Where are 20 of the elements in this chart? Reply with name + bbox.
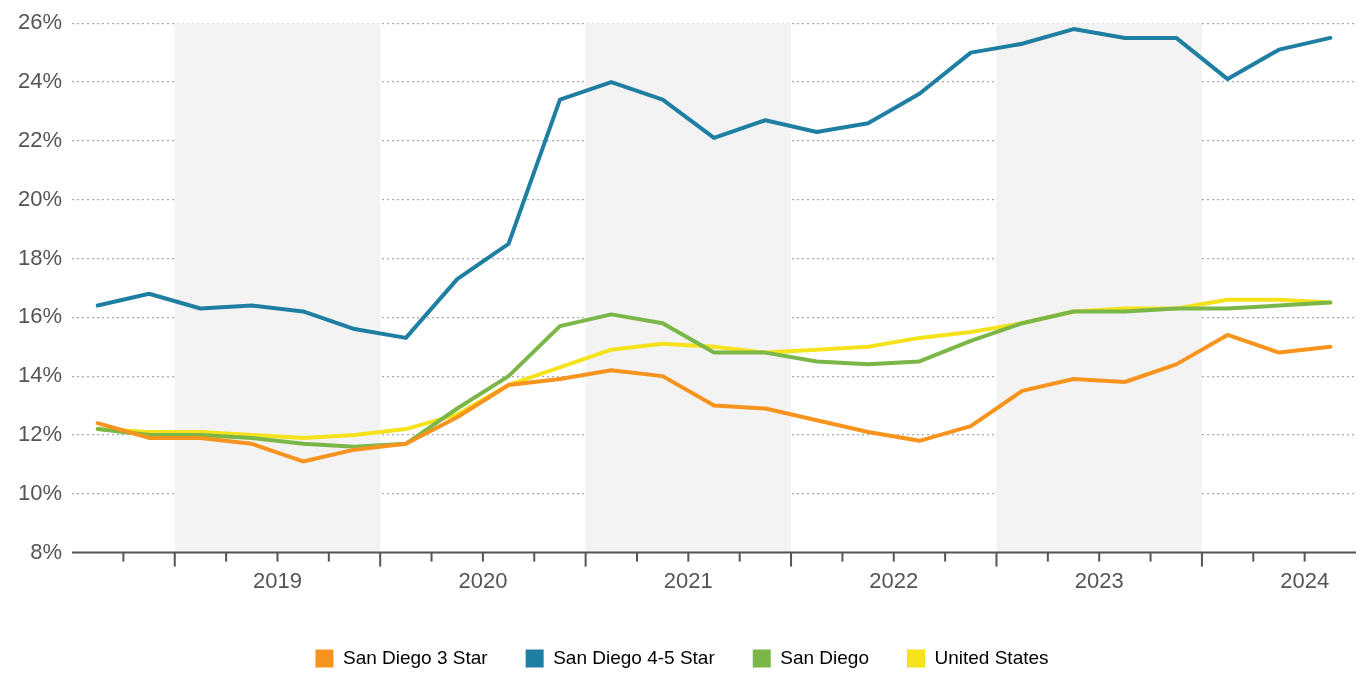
y-tick-label: 26% [17, 9, 63, 35]
y-tick-label: 14% [17, 362, 63, 388]
x-tick-label: 2020 [458, 567, 508, 593]
legend-label: San Diego 4-5 Star [553, 646, 716, 668]
legend-label: United States [934, 646, 1049, 668]
x-tick-label: 2021 [663, 567, 713, 593]
x-tick-label: 2024 [1280, 567, 1330, 593]
x-tick-label: 2023 [1074, 567, 1124, 593]
y-tick-label: 24% [17, 68, 63, 94]
x-tick-label: 2019 [252, 567, 302, 593]
y-tick-label: 12% [17, 421, 63, 447]
y-tick-label: 18% [17, 244, 63, 270]
y-tick-label: 10% [17, 479, 63, 505]
y-tick-label: 22% [17, 126, 63, 152]
y-tick-label: 20% [17, 185, 63, 211]
legend-label: San Diego 3 Star [342, 646, 489, 668]
legend-label: San Diego [780, 646, 869, 668]
x-tick-label: 2022 [869, 567, 919, 593]
y-tick-label: 8% [30, 538, 63, 564]
y-tick-label: 16% [17, 303, 63, 329]
